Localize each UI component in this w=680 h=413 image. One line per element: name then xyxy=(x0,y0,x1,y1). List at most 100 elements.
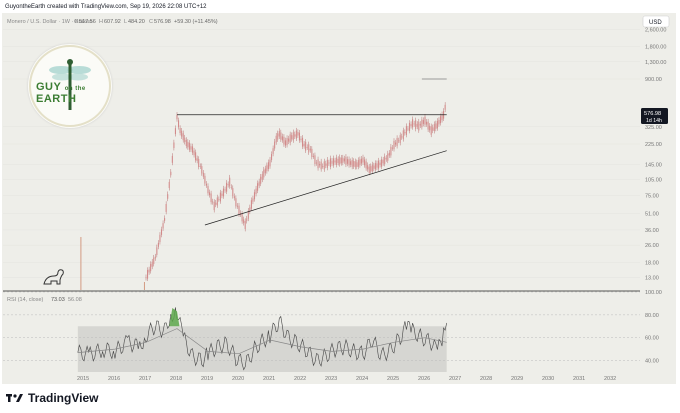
candle xyxy=(326,159,328,168)
candle xyxy=(302,137,304,147)
price-tick-label: 75.00 xyxy=(645,194,659,200)
rsi-tick-label: 40.00 xyxy=(645,359,659,365)
currency-button[interactable] xyxy=(642,15,670,28)
candle xyxy=(205,183,207,186)
rsi-tick-label: 100.00 xyxy=(645,290,662,296)
legend-high: 607.92 xyxy=(104,19,121,25)
candle xyxy=(415,120,417,129)
candle xyxy=(404,132,406,134)
candle xyxy=(421,119,423,128)
candle xyxy=(164,218,166,221)
candle xyxy=(401,136,403,138)
candle xyxy=(297,131,299,136)
candle xyxy=(198,159,200,167)
candle xyxy=(337,158,339,164)
candle xyxy=(187,141,189,148)
candle xyxy=(303,143,305,147)
rsi-label: RSI (14, close) xyxy=(7,297,44,303)
candle xyxy=(201,166,203,174)
candle xyxy=(311,148,313,157)
candle xyxy=(433,124,435,132)
candle xyxy=(272,148,274,154)
rsi-tick-label: 60.00 xyxy=(645,336,659,342)
candle xyxy=(165,204,167,212)
tradingview-footer[interactable]: TradingView xyxy=(6,391,98,405)
candle xyxy=(439,116,442,124)
rsi-axis[interactable]: 40.00 60.00 80.00 100.00 xyxy=(645,290,662,365)
candle xyxy=(345,156,347,165)
candle xyxy=(204,175,206,184)
candle xyxy=(413,123,415,125)
candle xyxy=(281,136,283,141)
candle xyxy=(148,269,150,273)
candle xyxy=(269,159,271,167)
candle xyxy=(185,139,187,146)
candle xyxy=(195,152,197,161)
candle xyxy=(384,156,386,164)
candle xyxy=(230,186,232,188)
candle xyxy=(402,130,404,140)
candle xyxy=(252,198,254,202)
candle xyxy=(171,155,173,163)
candle xyxy=(260,176,262,184)
candle xyxy=(221,193,223,196)
dinosaur-icon[interactable] xyxy=(43,269,64,285)
candle xyxy=(399,135,401,143)
candle xyxy=(346,159,349,164)
candle xyxy=(340,157,342,164)
time-axis[interactable]: 2015 2016 2017 2018 2019 2020 2021 2022 2023 2024… xyxy=(77,376,616,382)
price-tag xyxy=(641,108,668,124)
candle xyxy=(438,119,440,125)
candle xyxy=(284,140,287,146)
candle xyxy=(419,123,421,126)
price-tick-label: 36.00 xyxy=(645,228,659,234)
candle xyxy=(182,133,184,141)
price-tick-label: 900.00 xyxy=(645,77,662,83)
candle xyxy=(391,147,393,149)
candle xyxy=(328,162,330,164)
candle xyxy=(196,158,198,161)
candle xyxy=(427,121,429,130)
candle xyxy=(227,184,229,186)
price-tick-label: 225.00 xyxy=(645,142,662,148)
candle xyxy=(184,137,186,143)
candle xyxy=(362,157,364,163)
candle xyxy=(179,128,181,134)
candle xyxy=(424,116,426,125)
legend-low-label: L xyxy=(124,19,127,25)
candle xyxy=(156,247,158,255)
candle xyxy=(348,159,350,166)
candle xyxy=(188,142,190,150)
candle xyxy=(382,159,384,164)
candle xyxy=(257,183,259,191)
candle xyxy=(367,165,369,170)
time-tick-label: 2021 xyxy=(263,376,275,382)
candle xyxy=(216,197,218,206)
candle xyxy=(426,121,428,125)
candle xyxy=(191,146,194,153)
candle xyxy=(154,256,156,259)
candle xyxy=(370,166,372,172)
candle xyxy=(416,123,418,127)
candle xyxy=(178,120,180,128)
time-tick-label: 2020 xyxy=(232,376,244,382)
time-tick-label: 2031 xyxy=(573,376,585,382)
price-axis[interactable]: 13.00 18.00 26.00 36.00 51.00 75.00 105.00 145.… xyxy=(645,27,666,281)
candle xyxy=(339,157,341,165)
candle xyxy=(275,135,277,143)
price-pane[interactable] xyxy=(3,14,640,290)
time-tick-label: 2030 xyxy=(542,376,554,382)
candle xyxy=(219,192,221,202)
candle xyxy=(295,130,297,139)
candle xyxy=(407,128,409,130)
candle xyxy=(306,147,308,148)
candle xyxy=(368,166,370,173)
candle xyxy=(436,120,438,129)
candle xyxy=(170,171,172,176)
candle xyxy=(334,160,336,163)
candle xyxy=(250,200,252,209)
candle xyxy=(354,161,356,168)
candle xyxy=(286,137,288,146)
candle xyxy=(398,140,400,142)
